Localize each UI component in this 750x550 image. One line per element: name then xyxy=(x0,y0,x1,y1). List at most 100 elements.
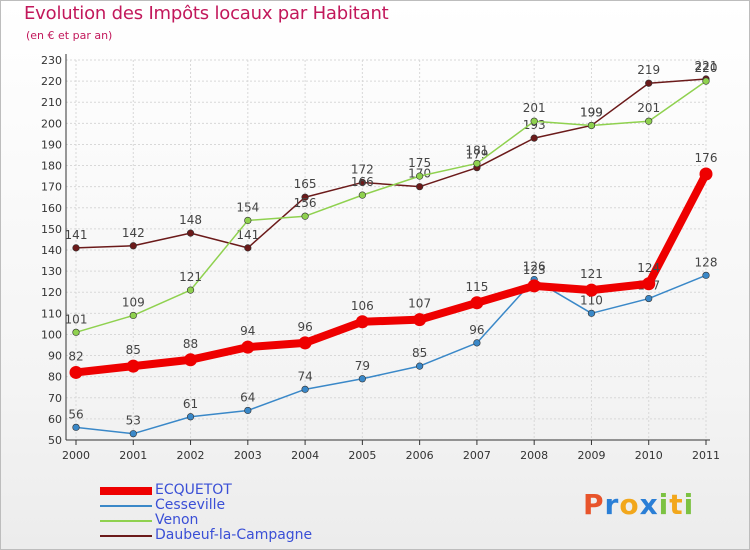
data-label-daubeuf-la-campagne: 148 xyxy=(179,213,202,227)
data-label-daubeuf-la-campagne: 172 xyxy=(351,162,374,176)
x-tick-label: 2007 xyxy=(463,449,491,462)
data-label-cesseville: 85 xyxy=(412,346,427,360)
y-tick-label: 50 xyxy=(48,434,62,447)
data-point-ecquetot xyxy=(413,313,427,327)
data-point-daubeuf-la-campagne xyxy=(645,79,653,87)
y-tick-label: 170 xyxy=(41,181,62,194)
data-point-venon xyxy=(473,159,481,168)
logo-letter: i xyxy=(683,488,695,521)
data-point-ecquetot xyxy=(241,340,255,354)
y-tick-label: 180 xyxy=(41,160,62,173)
y-tick-label: 80 xyxy=(48,371,62,384)
data-label-cesseville: 64 xyxy=(240,390,255,404)
series-line-daubeuf-la-campagne xyxy=(75,78,707,249)
y-tick-label: 210 xyxy=(41,96,62,109)
legend-label-venon: Venon xyxy=(155,512,199,528)
data-point-ecquetot xyxy=(527,279,541,293)
data-point-venon xyxy=(645,117,653,125)
data-point-cesseville xyxy=(244,406,252,415)
data-point-ecquetot xyxy=(699,167,713,181)
logo-letter: P xyxy=(583,488,605,521)
logo-letter: o xyxy=(619,488,640,521)
series-line-cesseville xyxy=(75,274,707,435)
data-label-daubeuf-la-campagne: 221 xyxy=(695,59,718,73)
y-tick-label: 200 xyxy=(41,117,62,130)
data-label-daubeuf-la-campagne: 141 xyxy=(236,228,259,242)
data-point-ecquetot xyxy=(355,315,369,329)
data-label-venon: 220 xyxy=(695,61,718,75)
data-point-daubeuf-la-campagne xyxy=(72,244,80,252)
data-label-venon: 166 xyxy=(351,175,374,189)
data-label-ecquetot: 85 xyxy=(126,343,141,357)
legend-label-cesseville: Cesseville xyxy=(155,497,226,513)
data-label-daubeuf-la-campagne: 142 xyxy=(122,226,145,240)
x-tick-label: 2009 xyxy=(577,449,605,462)
data-point-cesseville xyxy=(129,430,137,438)
y-tick-label: 140 xyxy=(41,244,62,257)
data-label-ecquetot: 123 xyxy=(523,263,546,277)
x-tick-label: 2005 xyxy=(348,449,376,462)
data-point-ecquetot xyxy=(470,296,484,310)
logo-letter: x xyxy=(639,488,659,521)
x-tick-label: 2002 xyxy=(177,449,205,462)
data-label-cesseville: 128 xyxy=(695,255,718,269)
data-point-cesseville xyxy=(473,339,481,347)
x-tick-label: 2006 xyxy=(406,449,434,462)
data-label-ecquetot: 121 xyxy=(580,267,603,281)
y-tick-label: 190 xyxy=(41,138,62,151)
logo-letter: i xyxy=(658,488,670,521)
data-point-venon xyxy=(301,212,309,220)
data-point-venon xyxy=(702,77,710,85)
legend-swatch-venon xyxy=(100,519,152,522)
data-label-cesseville: 79 xyxy=(355,359,370,373)
data-point-venon xyxy=(416,172,424,180)
data-label-ecquetot: 124 xyxy=(637,261,660,275)
data-label-venon: 109 xyxy=(122,295,145,309)
y-tick-label: 160 xyxy=(41,202,62,215)
data-point-cesseville xyxy=(587,309,596,317)
y-tick-label: 110 xyxy=(41,307,62,320)
data-label-ecquetot: 94 xyxy=(240,324,255,338)
data-label-venon: 101 xyxy=(65,312,88,326)
series-line-venon xyxy=(75,80,707,334)
data-point-ecquetot xyxy=(642,277,656,291)
data-point-daubeuf-la-campagne xyxy=(129,242,137,250)
x-tick-label: 2003 xyxy=(234,449,262,462)
data-label-daubeuf-la-campagne: 179 xyxy=(465,148,488,162)
data-label-venon: 156 xyxy=(294,196,317,210)
data-label-ecquetot: 82 xyxy=(68,349,83,363)
data-point-cesseville xyxy=(72,423,80,431)
data-label-venon: 201 xyxy=(523,101,546,115)
proxiti-logo: Proxiti xyxy=(583,488,694,521)
legend-swatch-daubeuf xyxy=(100,534,152,537)
data-label-cesseville: 53 xyxy=(126,414,141,428)
y-tick-label: 100 xyxy=(41,328,62,341)
data-label-venon: 199 xyxy=(580,105,603,119)
y-tick-label: 70 xyxy=(48,392,62,405)
data-label-ecquetot: 88 xyxy=(183,337,198,351)
data-point-venon xyxy=(587,121,596,130)
data-point-daubeuf-la-campagne xyxy=(186,229,195,237)
y-tick-label: 150 xyxy=(41,223,62,236)
x-tick-label: 2000 xyxy=(62,449,90,462)
data-point-cesseville xyxy=(358,375,366,383)
data-point-daubeuf-la-campagne xyxy=(301,193,309,201)
data-point-cesseville xyxy=(186,413,195,421)
data-label-venon: 175 xyxy=(408,156,431,170)
data-label-daubeuf-la-campagne: 199 xyxy=(580,105,603,119)
legend-swatch-ecquetot xyxy=(100,486,152,495)
data-point-cesseville xyxy=(645,294,653,303)
data-label-ecquetot: 96 xyxy=(297,320,312,334)
data-label-daubeuf-la-campagne: 219 xyxy=(637,63,660,77)
y-tick-label: 220 xyxy=(41,75,62,88)
data-point-ecquetot xyxy=(584,283,598,297)
data-label-venon: 201 xyxy=(637,101,660,115)
legend-label-daubeuf: Daubeuf-la-Campagne xyxy=(155,527,313,543)
data-label-ecquetot: 106 xyxy=(351,299,374,313)
chart-title: Evolution des Impôts locaux par Habitant xyxy=(24,3,389,24)
data-point-daubeuf-la-campagne xyxy=(416,183,424,191)
data-label-venon: 181 xyxy=(465,143,488,157)
series-line-ecquetot xyxy=(72,170,710,377)
chart-subtitle: (en € et par an) xyxy=(26,29,113,42)
